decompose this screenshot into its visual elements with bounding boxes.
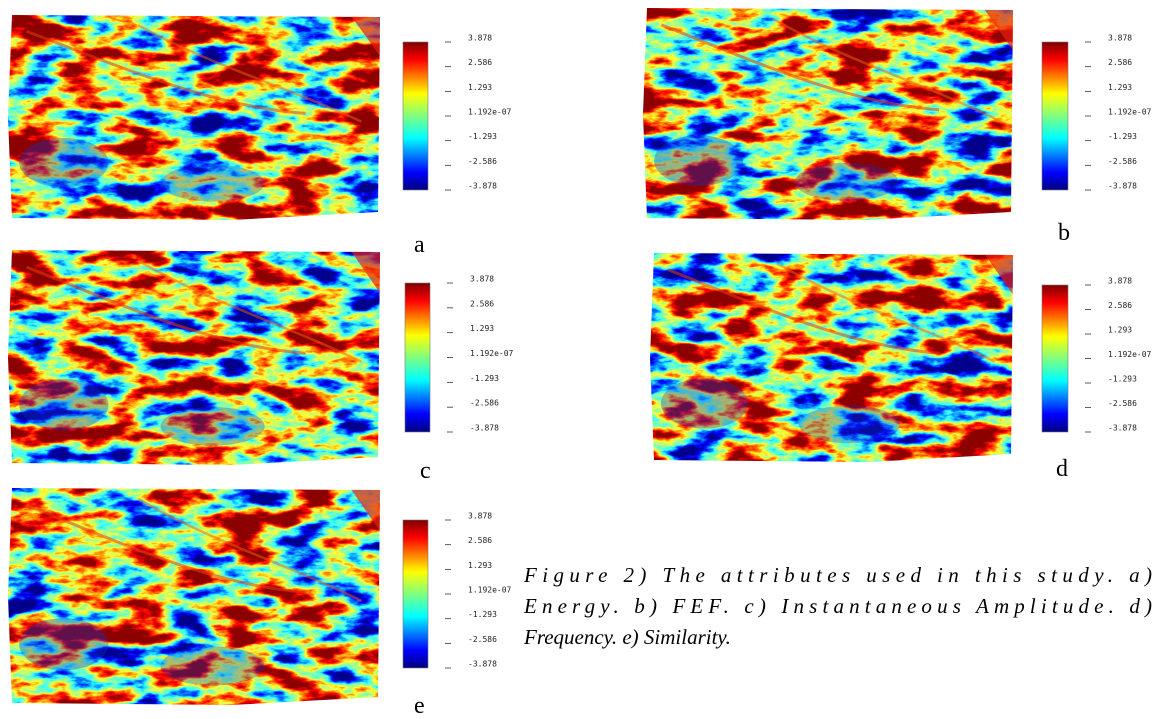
colorbar-tick-label: 1.192e-07 <box>1108 350 1152 359</box>
colorbar-tick-label: 2.586 <box>470 299 494 308</box>
panel-label: e <box>414 693 425 719</box>
colorbar-tick-label: 1.192e-07 <box>468 586 512 595</box>
panel: 3.878 2.586 1.293 1.192e-07 -1.293 -2.586 -3.8… <box>643 8 1152 246</box>
attribute-map <box>8 488 380 705</box>
colorbar-tick-label: 1.293 <box>468 561 492 570</box>
colorbar-tick-label: -3.878 <box>1108 182 1137 191</box>
panel: 3.878 2.586 1.293 1.192e-07 -1.293 -2.586 -3.8… <box>8 15 512 258</box>
colorbar <box>402 41 429 191</box>
caption-line: Energy. b) FEF. c) Instantaneous Amplitu… <box>523 594 1152 618</box>
colorbar-tick-label: -2.586 <box>468 157 497 166</box>
colorbar-tick-label: 1.293 <box>1108 326 1132 335</box>
colorbar-tick-label: 2.586 <box>1108 58 1132 67</box>
caption: Figure 2) The attributes used in this st… <box>523 563 1152 649</box>
colorbar-tick-label: 2.586 <box>468 58 492 67</box>
colorbar-tick-label: -3.878 <box>468 182 497 191</box>
panel-label: c <box>420 458 431 484</box>
colorbar <box>402 519 429 669</box>
colorbar <box>1041 284 1069 433</box>
panel: 3.878 2.586 1.293 1.192e-07 -1.293 -2.586 -3.8… <box>8 488 512 719</box>
colorbar-tick-label: -2.586 <box>1108 157 1137 166</box>
colorbar-tick-label: 3.878 <box>468 34 492 43</box>
colorbar-tick-label: 1.293 <box>470 324 494 333</box>
colorbar-tick-label: 1.192e-07 <box>468 108 512 117</box>
colorbar-tick-label: -2.586 <box>468 635 497 644</box>
colorbar-tick-label: 3.878 <box>470 275 494 284</box>
caption-line: Frequency. e) Similarity. <box>523 625 731 649</box>
attribute-map <box>643 8 1013 220</box>
colorbar <box>1041 41 1069 191</box>
colorbar-tick-label: 1.293 <box>468 83 492 92</box>
colorbar-tick-label: 2.586 <box>1108 301 1132 310</box>
panel-label: b <box>1058 220 1070 246</box>
panel: 3.878 2.586 1.293 1.192e-07 -1.293 -2.586 -3.8… <box>650 253 1152 482</box>
colorbar-tick-label: -3.878 <box>470 424 499 433</box>
attribute-map <box>8 250 380 465</box>
colorbar-tick-label: -1.293 <box>1108 132 1137 141</box>
colorbar-tick-label: 1.293 <box>1108 83 1132 92</box>
caption-line: Figure 2) The attributes used in this st… <box>523 563 1152 587</box>
panels: 3.878 2.586 1.293 1.192e-07 -1.293 -2.586 -3.8… <box>8 8 1152 719</box>
panel: 3.878 2.586 1.293 1.192e-07 -1.293 -2.586 -3.8… <box>8 250 514 484</box>
colorbar-tick-label: 3.878 <box>1108 277 1132 286</box>
colorbar-tick-label: 3.878 <box>468 512 492 521</box>
panel-label: d <box>1056 456 1068 482</box>
colorbar-tick-label: -2.586 <box>470 399 499 408</box>
colorbar-tick-label: -1.293 <box>470 374 499 383</box>
colorbar-tick-label: -1.293 <box>468 132 497 141</box>
colorbar-tick-label: 1.192e-07 <box>1108 108 1152 117</box>
colorbar-tick-label: 1.192e-07 <box>470 349 514 358</box>
colorbar <box>404 282 431 433</box>
colorbar-tick-label: 3.878 <box>1108 34 1132 43</box>
panel-label: a <box>414 232 425 258</box>
colorbar-tick-label: -3.878 <box>1108 424 1137 433</box>
colorbar-tick-label: 2.586 <box>468 536 492 545</box>
attribute-map <box>650 253 1013 462</box>
attribute-map <box>8 15 380 220</box>
colorbar-tick-label: -3.878 <box>468 660 497 669</box>
colorbar-tick-label: -1.293 <box>1108 375 1137 384</box>
colorbar-tick-label: -2.586 <box>1108 399 1137 408</box>
colorbar-tick-label: -1.293 <box>468 610 497 619</box>
